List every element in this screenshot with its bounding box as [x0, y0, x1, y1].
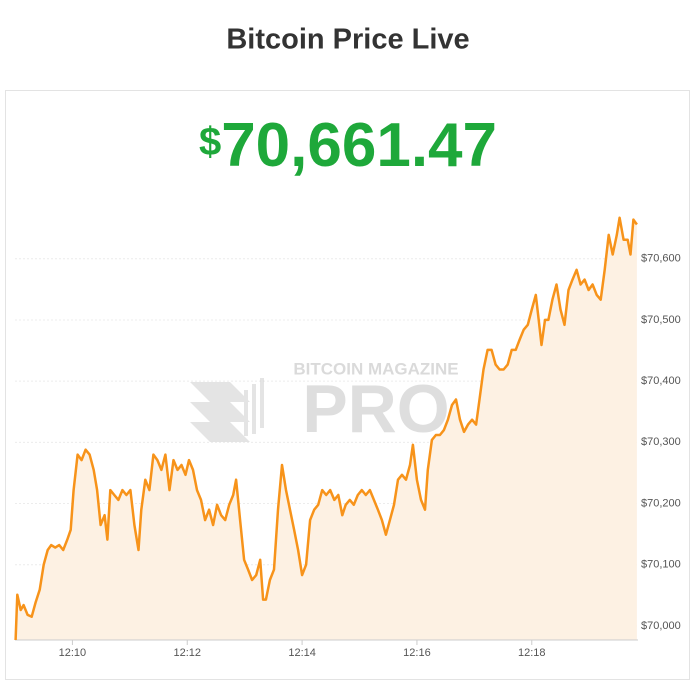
y-tick-label: $70,000	[641, 620, 681, 632]
x-tick-label: 12:12	[173, 647, 201, 659]
watermark-top: BITCOIN MAGAZINE	[293, 359, 458, 378]
x-tick-label: 12:18	[518, 647, 546, 659]
watermark-main: PRO	[302, 371, 449, 447]
price: $70,661.47	[199, 111, 497, 180]
y-tick-label: $70,600	[641, 253, 681, 265]
price-symbol: $	[199, 120, 221, 164]
y-tick-label: $70,200	[641, 497, 681, 509]
price-area	[15, 217, 637, 640]
price-line	[14, 216, 638, 641]
y-tick-label: $70,100	[641, 559, 681, 571]
x-tick-label: 12:10	[59, 647, 87, 659]
x-tick-label: 12:14	[288, 647, 316, 659]
watermark: BITCOIN MAGAZINE PRO	[190, 359, 459, 447]
y-tick-label: $70,300	[641, 436, 681, 448]
watermark-logo	[190, 378, 264, 442]
y-tick-label: $70,500	[641, 314, 681, 326]
price-value: 70,661.47	[221, 111, 497, 180]
page-title: Bitcoin Price Live	[226, 24, 469, 56]
x-tick-label: 12:16	[403, 647, 431, 659]
y-tick-label: $70,400	[641, 375, 681, 387]
